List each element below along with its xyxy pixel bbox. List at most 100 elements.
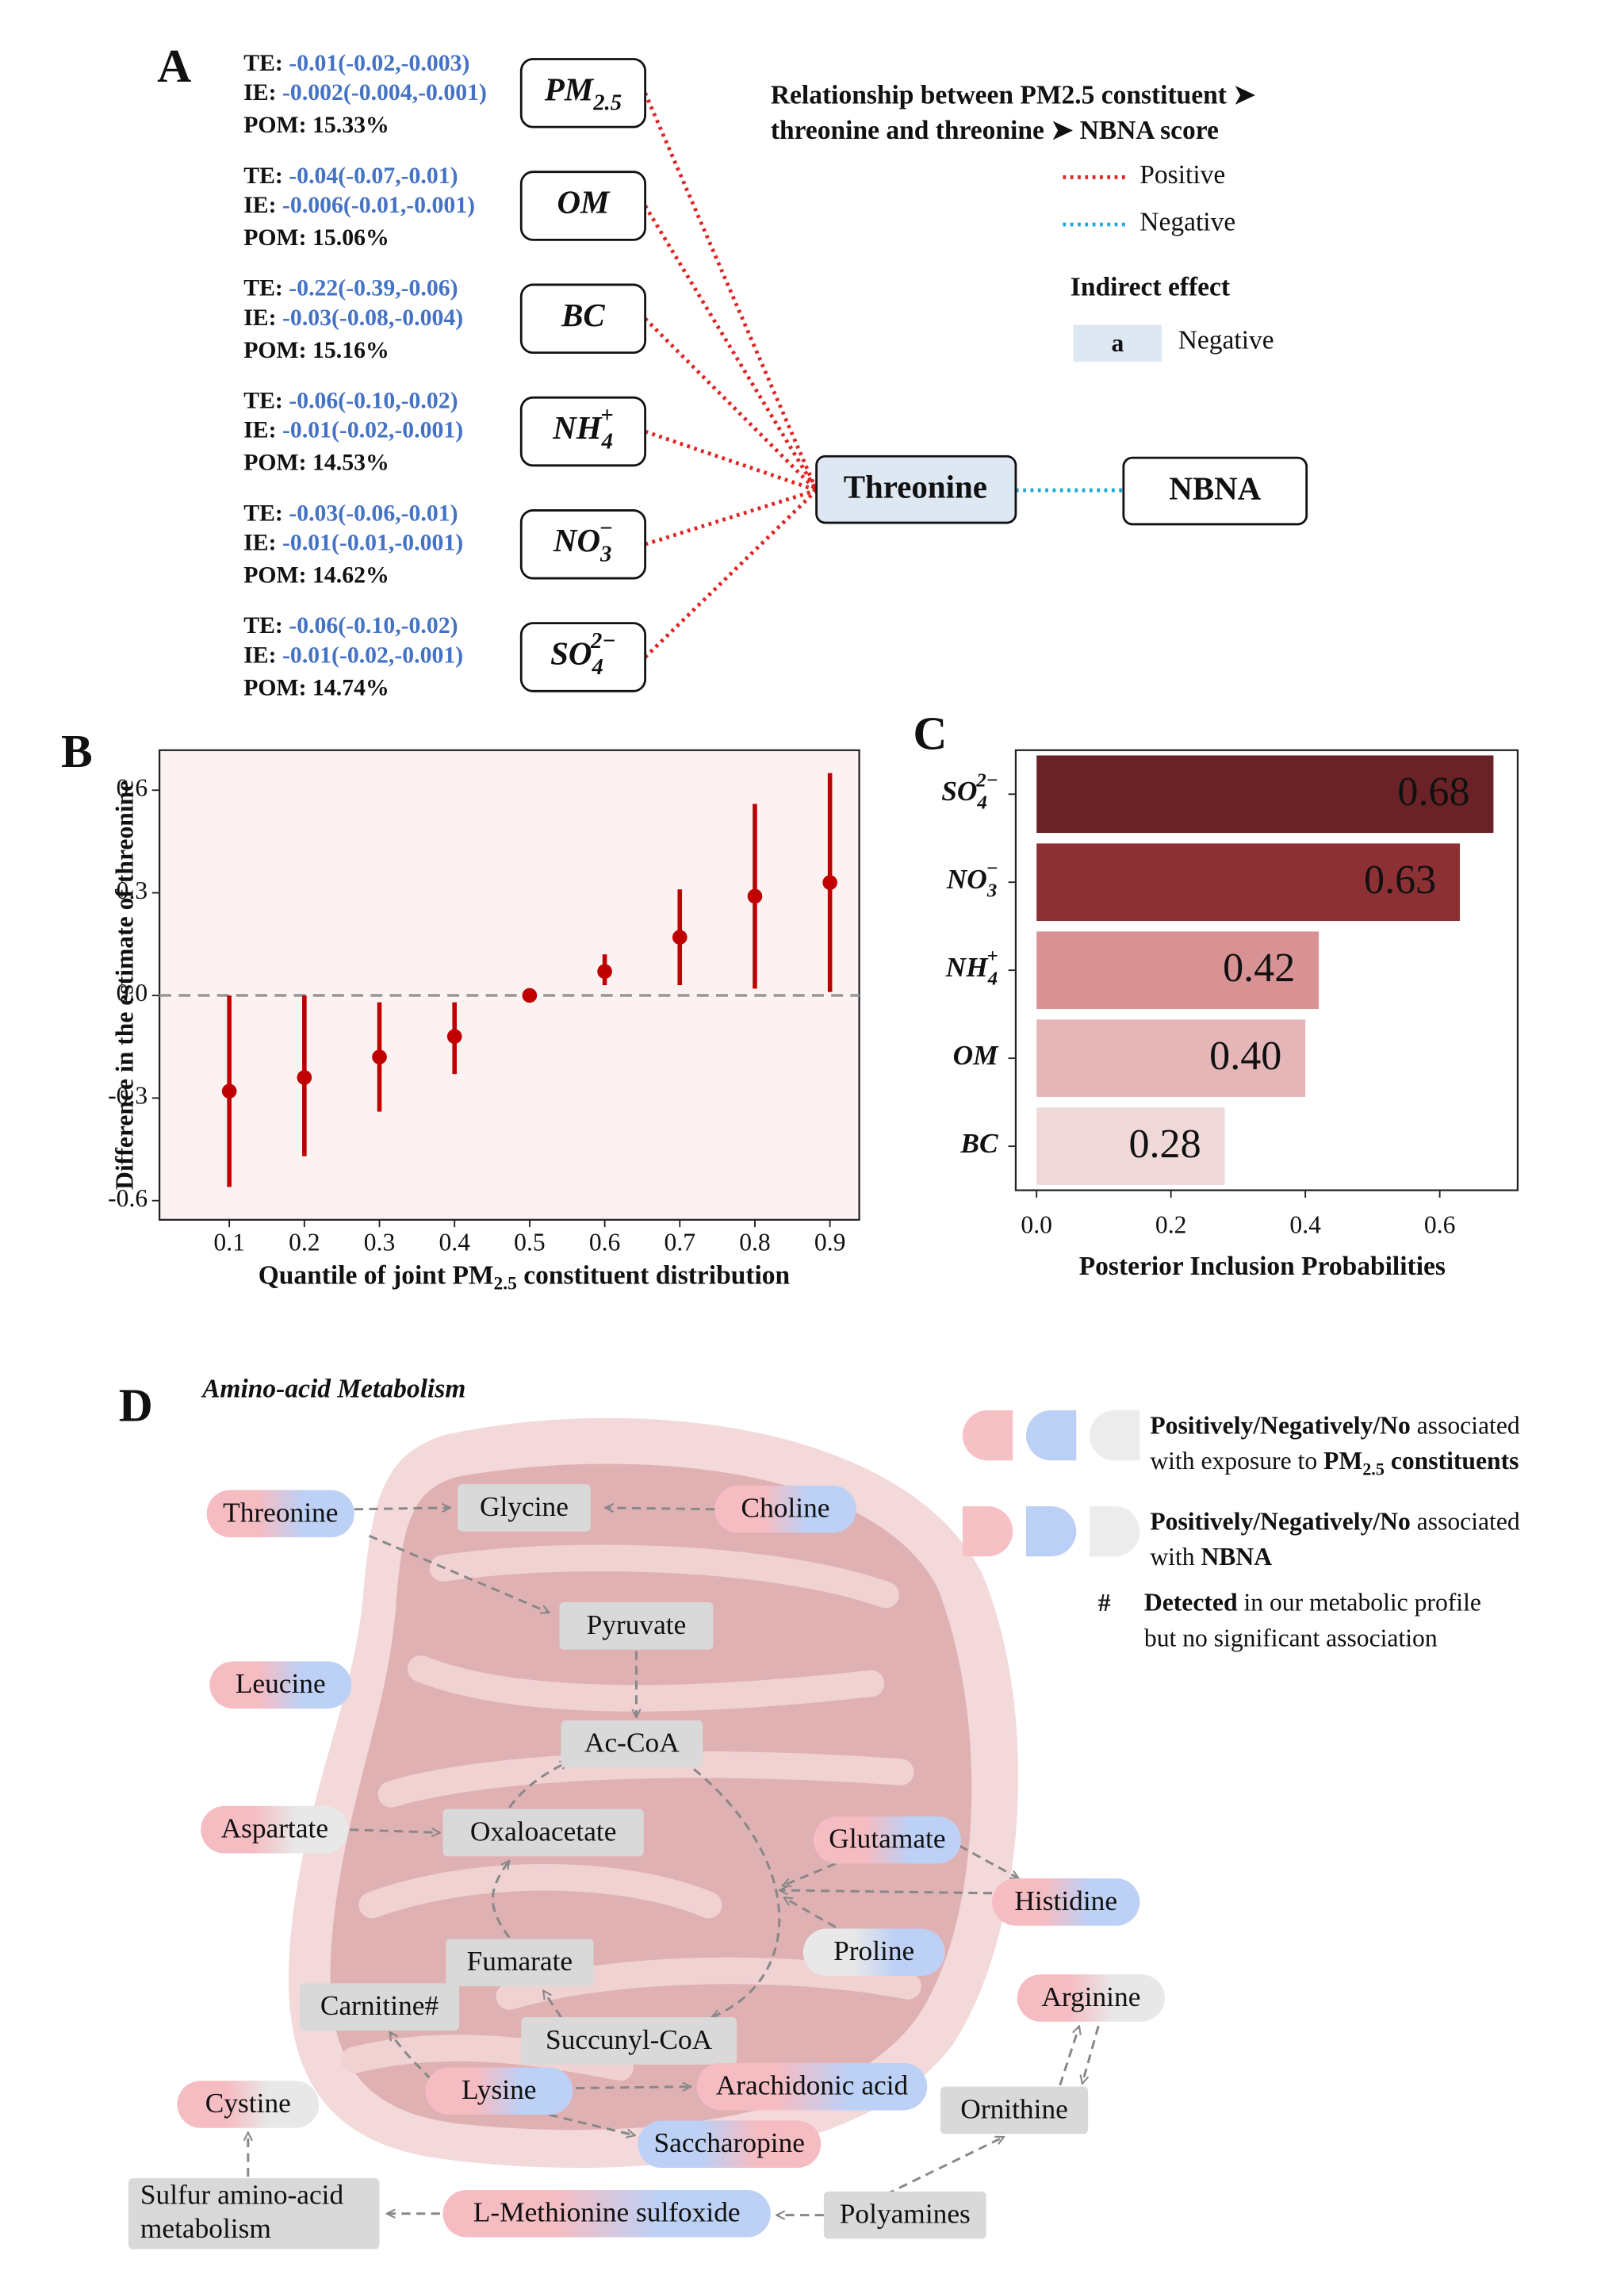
effect-value: -0.01(-0.01,-0.001) <box>282 529 463 555</box>
legend-title: Relationship between PM2.5 constituent ➤ <box>771 81 1256 110</box>
metabolite-label: Aspartate <box>221 1812 328 1844</box>
metabolite-node <box>638 2120 822 2169</box>
cristae <box>341 1544 921 2081</box>
y-axis-label: Difference in the estimate of threonine <box>110 781 138 1190</box>
metabolite-node <box>442 2189 771 2238</box>
x-axis-label-segment: constituent distribution <box>517 1260 791 1290</box>
category-label-base: NO <box>946 863 987 895</box>
metabolite-node <box>1017 1974 1165 2022</box>
metabolite-node <box>177 2081 320 2128</box>
effect-row: TE: -0.03(-0.06,-0.01) <box>243 500 458 526</box>
metabolite-label: Glutamate <box>829 1823 945 1854</box>
flow-arrow <box>1059 2026 1079 2086</box>
mediator-node <box>815 455 1017 524</box>
x-axis-label: Quantile of joint PM2.5 constituent dist… <box>259 1260 791 1295</box>
crista <box>358 1864 722 1919</box>
metabolite-label: Pyruvate <box>587 1609 687 1640</box>
flow-arrow <box>576 2087 691 2088</box>
exposure-label-base: SO <box>550 636 592 672</box>
category-label-sub: 4 <box>976 792 986 813</box>
effect-value: 15.06% <box>312 224 389 251</box>
effect-label: IE: <box>243 79 276 105</box>
flow-arrow <box>508 1762 568 1808</box>
x-tick-label: 0.3 <box>364 1229 396 1256</box>
legend-text-segment: PM <box>1323 1447 1362 1475</box>
metabolite-node <box>813 1816 962 1864</box>
legend-text-segment: Positively/Negatively/No <box>1150 1412 1410 1440</box>
metabolite-node <box>823 2191 986 2239</box>
legend-label: Negative <box>1139 208 1235 237</box>
footnote-text: Detected in our metabolic profile <box>1144 1589 1481 1617</box>
effect-value: 14.62% <box>312 562 389 588</box>
legend-swatch-label: a <box>1111 329 1124 357</box>
metabolite-label: metabolism <box>140 2212 271 2244</box>
point <box>747 888 763 904</box>
flow-arrow <box>605 1508 715 1509</box>
exposure-label: OM <box>557 185 611 221</box>
legend-text-segment: associated <box>1411 1412 1520 1440</box>
legend-text: Positively/Negatively/No associated <box>1150 1412 1520 1440</box>
legend-text: with NBNA <box>1150 1543 1272 1571</box>
exposure-label: NH4+ <box>552 402 613 454</box>
category-label-sup: − <box>986 857 998 879</box>
bar-value-label: 0.68 <box>1397 769 1469 815</box>
effect-label: TE: <box>243 500 283 526</box>
effect-label: IE: <box>243 305 276 331</box>
legend-text-segment: associated <box>1411 1508 1520 1536</box>
x-tick-label: 0.4 <box>439 1229 470 1256</box>
category-label-sub: 4 <box>987 968 998 989</box>
effect-label: POM: <box>243 224 306 251</box>
metabolite-label: Cystine <box>205 2087 291 2119</box>
exposure-label: BC <box>561 297 605 333</box>
bar-value-label: 0.42 <box>1223 945 1295 991</box>
metabolite-node <box>128 2178 380 2250</box>
effect-label: IE: <box>243 192 276 218</box>
metabolite-label: Choline <box>741 1492 830 1524</box>
metabolite-label: Arginine <box>1041 1981 1140 2012</box>
effect-value: -0.01(-0.02,-0.001) <box>282 417 463 443</box>
legend-text: Positively/Negatively/No associated <box>1150 1508 1520 1536</box>
category-label: SO42− <box>941 769 998 813</box>
metabolite-label: Ac-CoA <box>584 1727 680 1759</box>
footnote-text-segment: in our metabolic profile <box>1238 1589 1481 1617</box>
effect-row: POM: 14.53% <box>243 450 389 476</box>
path-edge <box>643 92 818 492</box>
legend-text: with exposure to PM2.5 constituents <box>1150 1447 1519 1479</box>
flow-arrow <box>959 1844 1018 1880</box>
effect-value: -0.002(-0.004,-0.001) <box>282 79 487 105</box>
crista <box>429 1544 899 1609</box>
metabolite-label: Oxaloacetate <box>470 1815 617 1847</box>
exposure-label: NO3− <box>553 515 613 566</box>
effect-label: TE: <box>243 274 283 301</box>
effect-label: POM: <box>243 450 306 476</box>
effect-row: POM: 14.74% <box>243 674 389 700</box>
metabolite-node <box>458 1484 591 1532</box>
y-tick-label: 0.3 <box>117 876 148 904</box>
effect-row: TE: -0.01(-0.02,-0.003) <box>243 50 469 76</box>
legend-swatch <box>1025 1505 1077 1557</box>
exposure-label-sup: 2− <box>590 628 616 654</box>
exposure-node <box>519 396 647 467</box>
point <box>597 964 612 980</box>
effect-label: POM: <box>243 674 306 700</box>
exposure-label-base: NH <box>552 410 603 446</box>
metabolite-node <box>714 1485 856 1533</box>
path-edge <box>643 489 818 659</box>
metabolite-label: Histidine <box>1014 1885 1117 1916</box>
bar-value-label: 0.40 <box>1209 1034 1281 1079</box>
point <box>822 875 837 890</box>
x-tick-label: 0.5 <box>514 1229 546 1256</box>
category-label: NO3− <box>946 857 998 901</box>
x-tick-label: 0.9 <box>814 1229 846 1256</box>
metabolite-label: Threonine <box>223 1496 338 1528</box>
category-label-sup: + <box>986 945 998 967</box>
legend-swatch <box>962 1410 1013 1461</box>
effect-value: -0.006(-0.01,-0.001) <box>282 192 475 218</box>
footnote-text: but no significant association <box>1144 1624 1438 1652</box>
effect-row: POM: 15.33% <box>243 112 389 138</box>
point <box>221 1084 237 1099</box>
metabolite-node <box>446 1939 594 1987</box>
x-axis-label: Posterior Inclusion Probabilities <box>1079 1252 1446 1281</box>
x-tick-label: 0.6 <box>589 1229 621 1256</box>
